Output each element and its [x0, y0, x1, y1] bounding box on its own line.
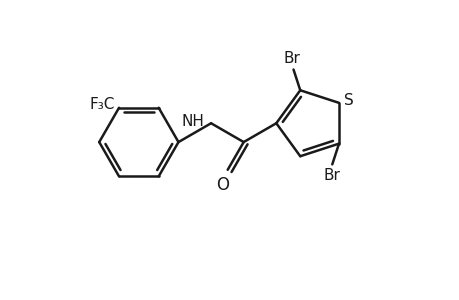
Text: Br: Br — [323, 168, 340, 183]
Text: F₃C: F₃C — [90, 97, 115, 112]
Text: Br: Br — [282, 51, 299, 66]
Text: NH: NH — [181, 114, 204, 129]
Text: S: S — [343, 93, 353, 108]
Text: O: O — [216, 176, 229, 194]
